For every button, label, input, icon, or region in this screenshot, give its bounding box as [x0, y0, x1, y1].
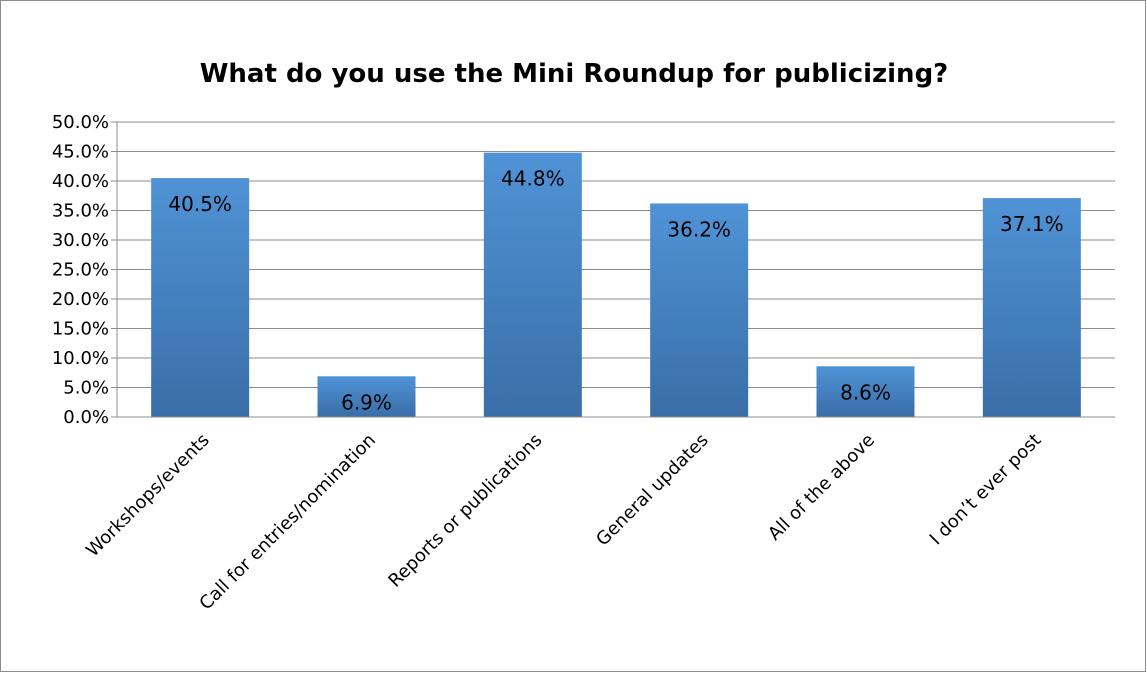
data-label: 44.8% — [501, 167, 565, 191]
y-tick-label: 30.0% — [52, 230, 109, 251]
x-category-label: All of the above — [764, 430, 879, 545]
x-category-label: Call for entries/nomination — [195, 430, 380, 615]
y-tick-label: 10.0% — [52, 348, 109, 369]
y-tick-label: 50.0% — [52, 112, 109, 133]
chart-title: What do you use the Mini Roundup for pub… — [200, 59, 949, 89]
axes — [116, 122, 1115, 418]
data-label: 8.6% — [840, 380, 891, 404]
y-tick-label: 0.0% — [63, 407, 109, 428]
y-tick-label: 25.0% — [52, 260, 109, 281]
y-tick-label: 40.0% — [52, 171, 109, 192]
y-axis-tick-labels: 0.0% 5.0% 10.0% 15.0% 20.0% 25.0% 30.0% 35.0% 40… — [52, 112, 109, 428]
data-label: 37.1% — [1000, 212, 1064, 236]
y-tick-label: 35.0% — [52, 201, 109, 222]
y-tick-label: 45.0% — [52, 142, 109, 163]
bar — [982, 198, 1081, 417]
bars — [151, 152, 1081, 417]
bar — [816, 366, 915, 417]
data-label: 6.9% — [341, 390, 392, 414]
y-tick-label: 15.0% — [52, 319, 109, 340]
data-label: 36.2% — [667, 217, 731, 241]
x-category-label: Reports or publications — [384, 430, 546, 592]
gridlines — [111, 121, 1115, 418]
y-tick-label: 5.0% — [63, 378, 109, 399]
bar — [483, 152, 582, 417]
data-label: 40.5% — [168, 192, 232, 216]
bar — [317, 376, 416, 417]
data-labels: 40.5% 6.9% 44.8% 36.2% 8.6% 37.1% — [168, 167, 1063, 415]
x-category-label: Workshops/events — [82, 430, 213, 561]
x-category-label: General updates — [592, 430, 713, 551]
bar — [650, 203, 749, 417]
x-category-label: I don’t ever post — [926, 430, 1046, 550]
y-tick-label: 20.0% — [52, 289, 109, 310]
bar — [151, 178, 250, 417]
